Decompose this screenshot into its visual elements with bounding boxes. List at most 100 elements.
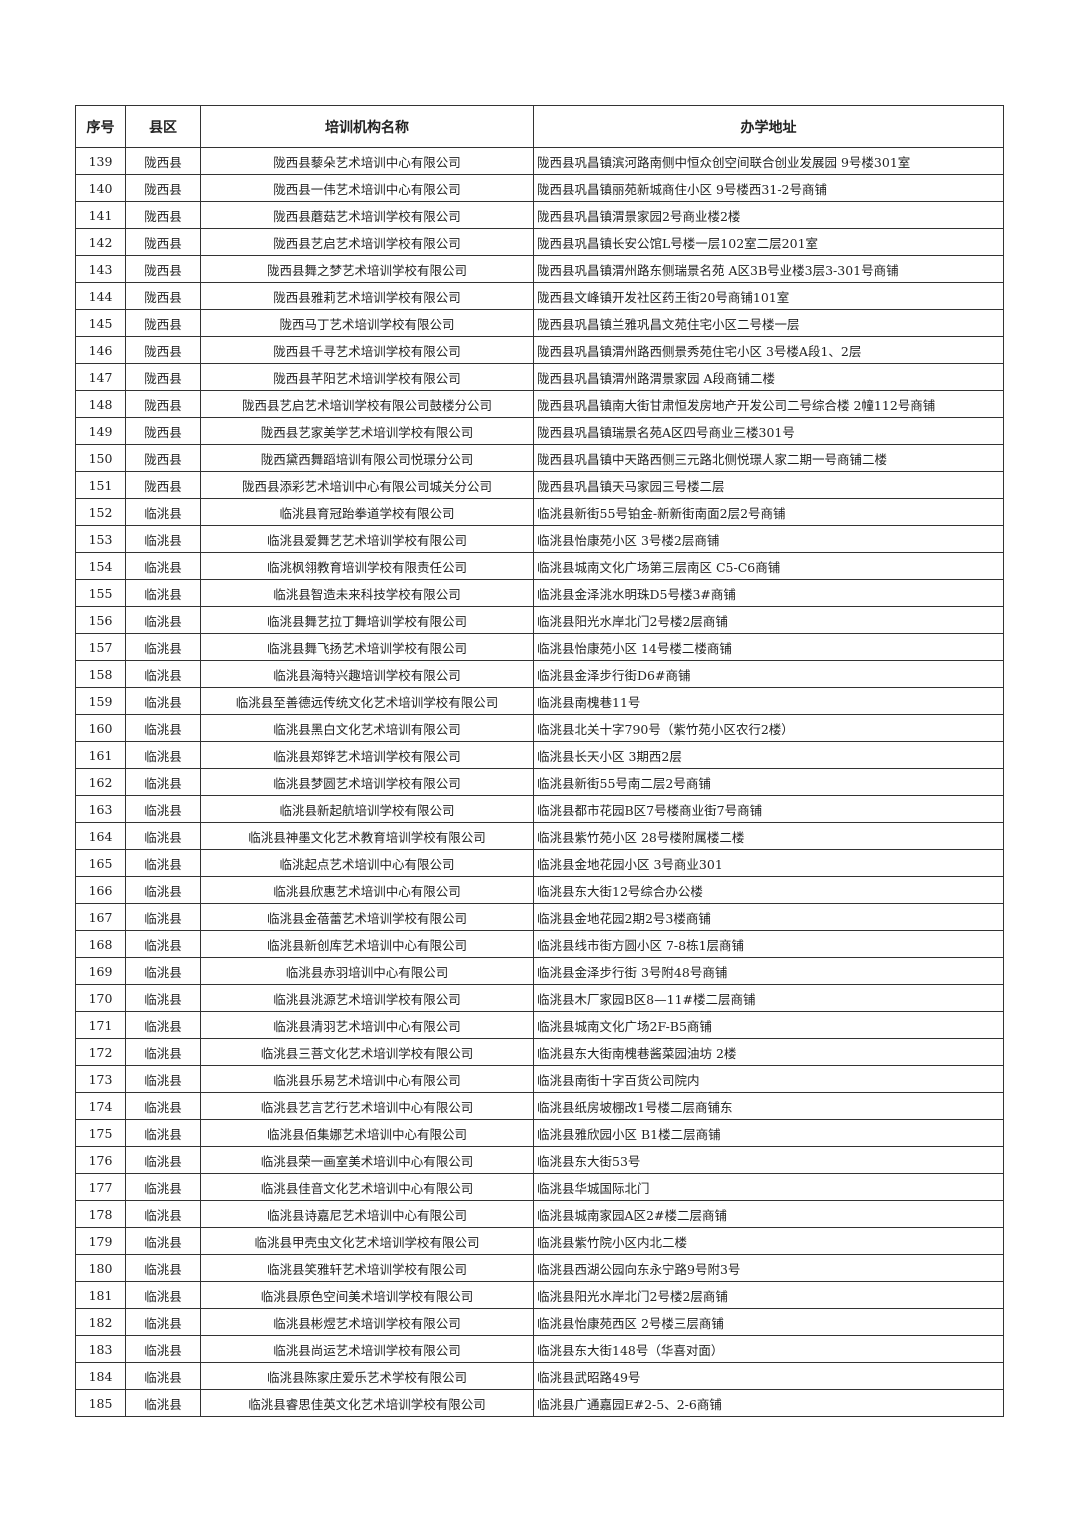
county-cell: 陇西县: [125, 174, 201, 202]
seq-cell: 155: [75, 579, 126, 607]
county-cell: 临洮县: [125, 714, 201, 742]
table-row: 172 临洮县 临洮县三菩文化艺术培训学校有限公司 临洮县东大街南槐巷酱菜园油坊 2楼: [75, 1038, 1004, 1066]
county-cell: 临洮县: [125, 930, 201, 958]
institution-name-cell: 陇西县添彩艺术培训中心有限公司城关分公司: [200, 471, 534, 499]
address-cell: 临洮县东大街53号: [533, 1146, 1004, 1174]
address-cell: 陇西县巩昌镇丽苑新城商住小区 9号楼西31-2号商铺: [533, 174, 1004, 202]
address-cell: 临洮县金泽步行街D6#商铺: [533, 660, 1004, 688]
table-row: 159 临洮县 临洮县至善德远传统文化艺术培训学校有限公司 临洮县南槐巷11号: [75, 687, 1004, 715]
address-cell: 临洮县东大街148号（华喜对面）: [533, 1335, 1004, 1363]
county-cell: 临洮县: [125, 633, 201, 661]
seq-cell: 153: [75, 525, 126, 553]
county-cell: 临洮县: [125, 498, 201, 526]
seq-cell: 154: [75, 552, 126, 580]
county-cell: 陇西县: [125, 147, 201, 175]
seq-cell: 141: [75, 201, 126, 229]
county-cell: 临洮县: [125, 1362, 201, 1390]
institution-name-cell: 陇西县藜朵艺术培训中心有限公司: [200, 147, 534, 175]
table-row: 160 临洮县 临洮县黑白文化艺术培训有限公司 临洮县北关十字790号（紫竹苑小区农行…: [75, 714, 1004, 742]
institution-name-cell: 临洮县陈家庄爱乐艺术学校有限公司: [200, 1362, 534, 1390]
address-cell: 临洮县武昭路49号: [533, 1362, 1004, 1390]
institution-name-cell: 陇西县艺启艺术培训学校有限公司鼓楼分公司: [200, 390, 534, 418]
address-cell: 临洮县怡康苑西区 2号楼三层商铺: [533, 1308, 1004, 1336]
county-cell: 临洮县: [125, 1011, 201, 1039]
institution-name-cell: 临洮县梦圆艺术培训学校有限公司: [200, 768, 534, 796]
seq-cell: 165: [75, 849, 126, 877]
institution-name-cell: 临洮县海特兴趣培训学校有限公司: [200, 660, 534, 688]
address-cell: 临洮县金地花园2期2号3楼商铺: [533, 903, 1004, 931]
address-cell: 临洮县城南文化广场第三层南区 C5-C6商铺: [533, 552, 1004, 580]
address-cell: 陇西县巩昌镇渭州路西侧景秀苑住宅小区 3号楼A段1、2层: [533, 336, 1004, 364]
table-row: 178 临洮县 临洮县诗嘉尼艺术培训中心有限公司 临洮县城南家园A区2#楼二层商铺: [75, 1200, 1004, 1228]
address-cell: 临洮县怡康苑小区 3号楼2层商铺: [533, 525, 1004, 553]
county-cell: 临洮县: [125, 957, 201, 985]
seq-cell: 175: [75, 1119, 126, 1147]
seq-cell: 159: [75, 687, 126, 715]
table-row: 181 临洮县 临洮县原色空间美术培训学校有限公司 临洮县阳光水岸北门2号楼2层商铺: [75, 1281, 1004, 1309]
seq-cell: 163: [75, 795, 126, 823]
seq-cell: 152: [75, 498, 126, 526]
seq-cell: 172: [75, 1038, 126, 1066]
institution-name-cell: 临洮县黑白文化艺术培训有限公司: [200, 714, 534, 742]
seq-cell: 143: [75, 255, 126, 283]
county-cell: 临洮县: [125, 1173, 201, 1201]
table-row: 140 陇西县 陇西县一伟艺术培训中心有限公司 陇西县巩昌镇丽苑新城商住小区 9号楼西…: [75, 174, 1004, 202]
address-cell: 临洮县阳光水岸北门2号楼2层商铺: [533, 1281, 1004, 1309]
address-cell: 临洮县金泽洮水明珠D5号楼3#商铺: [533, 579, 1004, 607]
county-cell: 临洮县: [125, 1335, 201, 1363]
county-cell: 临洮县: [125, 1308, 201, 1336]
address-cell: 临洮县新街55号铂金-新新街南面2层2号商铺: [533, 498, 1004, 526]
address-cell: 临洮县纸房坡棚改1号楼二层商铺东: [533, 1092, 1004, 1120]
table-row: 156 临洮县 临洮县舞艺拉丁舞培训学校有限公司 临洮县阳光水岸北门2号楼2层商铺: [75, 606, 1004, 634]
seq-cell: 185: [75, 1389, 126, 1417]
county-cell: 临洮县: [125, 606, 201, 634]
table-row: 147 陇西县 陇西县芊阳艺术培训学校有限公司 陇西县巩昌镇渭州路渭景家园 A段商铺二…: [75, 363, 1004, 391]
address-cell: 临洮县城南家园A区2#楼二层商铺: [533, 1200, 1004, 1228]
table-row: 149 陇西县 陇西县艺家美学艺术培训学校有限公司 陇西县巩昌镇瑞景名苑A区四号商业三…: [75, 417, 1004, 445]
institution-name-cell: 临洮县舞艺拉丁舞培训学校有限公司: [200, 606, 534, 634]
county-cell: 陇西县: [125, 390, 201, 418]
county-cell: 临洮县: [125, 1092, 201, 1120]
seq-cell: 181: [75, 1281, 126, 1309]
institution-name-cell: 临洮枫翎教育培训学校有限责任公司: [200, 552, 534, 580]
table-row: 169 临洮县 临洮县赤羽培训中心有限公司 临洮县金泽步行街 3号附48号商铺: [75, 957, 1004, 985]
institution-name-cell: 临洮县佳音文化艺术培训中心有限公司: [200, 1173, 534, 1201]
county-cell: 临洮县: [125, 687, 201, 715]
table-row: 173 临洮县 临洮县乐易艺术培训中心有限公司 临洮县南街十字百货公司院内: [75, 1065, 1004, 1093]
table-row: 141 陇西县 陇西县蘑菇艺术培训学校有限公司 陇西县巩昌镇渭景家园2号商业楼2楼: [75, 201, 1004, 229]
address-cell: 临洮县怡康苑小区 14号楼二楼商铺: [533, 633, 1004, 661]
address-cell: 临洮县东大街12号综合办公楼: [533, 876, 1004, 904]
table-row: 166 临洮县 临洮县欣惠艺术培训中心有限公司 临洮县东大街12号综合办公楼: [75, 876, 1004, 904]
address-cell: 临洮县金泽步行街 3号附48号商铺: [533, 957, 1004, 985]
county-cell: 临洮县: [125, 1119, 201, 1147]
seq-cell: 150: [75, 444, 126, 472]
address-cell: 临洮县线市街方圆小区 7-8栋1层商铺: [533, 930, 1004, 958]
institution-name-cell: 临洮县至善德远传统文化艺术培训学校有限公司: [200, 687, 534, 715]
header-seq: 序号: [75, 105, 126, 148]
address-cell: 陇西县巩昌镇瑞景名苑A区四号商业三楼301号: [533, 417, 1004, 445]
table-row: 167 临洮县 临洮县金蓓蕾艺术培训学校有限公司 临洮县金地花园2期2号3楼商铺: [75, 903, 1004, 931]
county-cell: 临洮县: [125, 903, 201, 931]
address-cell: 临洮县木厂家园B区8—11#楼二层商铺: [533, 984, 1004, 1012]
seq-cell: 160: [75, 714, 126, 742]
institution-name-cell: 临洮县欣惠艺术培训中心有限公司: [200, 876, 534, 904]
table-row: 163 临洮县 临洮县新起航培训学校有限公司 临洮县都市花园B区7号楼商业街7号商铺: [75, 795, 1004, 823]
institution-name-cell: 临洮县清羽艺术培训中心有限公司: [200, 1011, 534, 1039]
table-row: 155 临洮县 临洮县智造未来科技学校有限公司 临洮县金泽洮水明珠D5号楼3#商铺: [75, 579, 1004, 607]
county-cell: 临洮县: [125, 876, 201, 904]
seq-cell: 158: [75, 660, 126, 688]
address-cell: 陇西县巩昌镇渭州路东侧瑞景名苑 A区3B号业楼3层3-301号商铺: [533, 255, 1004, 283]
county-cell: 陇西县: [125, 309, 201, 337]
county-cell: 陇西县: [125, 417, 201, 445]
county-cell: 临洮县: [125, 1200, 201, 1228]
county-cell: 临洮县: [125, 1065, 201, 1093]
county-cell: 陇西县: [125, 282, 201, 310]
seq-cell: 178: [75, 1200, 126, 1228]
seq-cell: 145: [75, 309, 126, 337]
seq-cell: 179: [75, 1227, 126, 1255]
institution-name-cell: 陇西县蘑菇艺术培训学校有限公司: [200, 201, 534, 229]
seq-cell: 139: [75, 147, 126, 175]
table-row: 162 临洮县 临洮县梦圆艺术培训学校有限公司 临洮县新街55号南二层2号商铺: [75, 768, 1004, 796]
institution-name-cell: 临洮起点艺术培训中心有限公司: [200, 849, 534, 877]
table-row: 174 临洮县 临洮县艺言艺行艺术培训中心有限公司 临洮县纸房坡棚改1号楼二层商铺东: [75, 1092, 1004, 1120]
